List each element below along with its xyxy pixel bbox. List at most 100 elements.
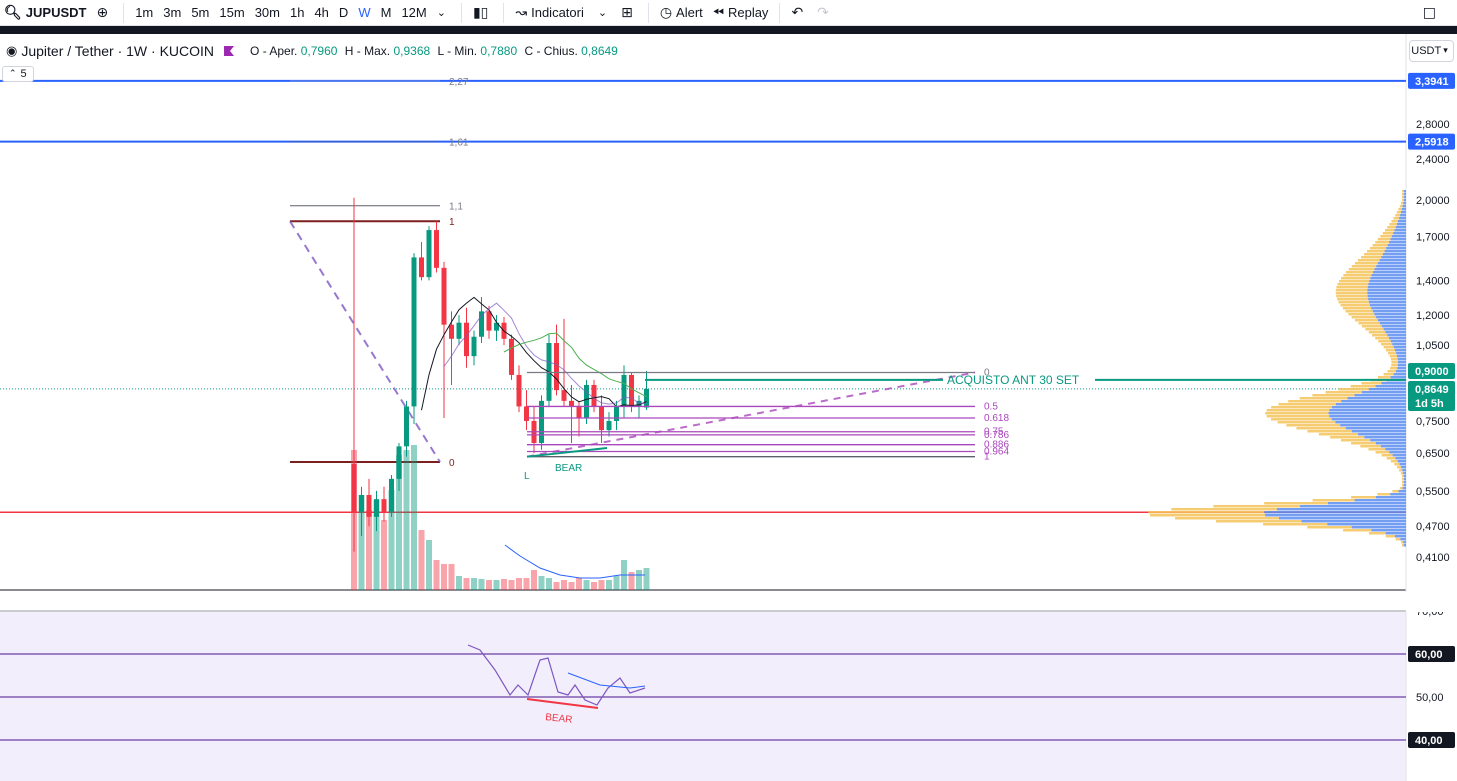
profile-bar-sell [1351, 496, 1376, 499]
candle-body [411, 257, 417, 407]
profile-bar-sell [1263, 523, 1328, 526]
profile-bar-buy [1389, 337, 1406, 340]
fullscreen-button[interactable]: □ [1418, 1, 1445, 25]
layouts-button[interactable]: ⊞ [616, 1, 642, 25]
profile-bar-buy [1403, 472, 1406, 475]
profile-bar-buy [1368, 388, 1406, 391]
fib-level-label: 0 [449, 458, 455, 469]
undo-button[interactable]: ↶ [786, 1, 812, 25]
toolbar-divider [647, 2, 649, 23]
profile-bar-sell [1361, 382, 1382, 385]
currency-selector[interactable]: USDT ▾ [1409, 40, 1454, 62]
profile-bar-sell [1358, 322, 1380, 325]
interval-4h[interactable]: 4h [314, 5, 329, 20]
profile-bar-buy [1397, 361, 1406, 364]
profile-bar-buy [1335, 403, 1406, 406]
volume-bar [523, 578, 530, 590]
fib-right-label: 1 [984, 452, 990, 463]
interval-menu-button[interactable]: ⌄ [432, 1, 455, 25]
candle-body [419, 257, 424, 278]
profile-bar-buy [1402, 487, 1406, 490]
profile-bar-sell [1395, 214, 1401, 217]
profile-bar-buy [1371, 529, 1406, 532]
fib-right-label: 0.75 [984, 427, 1004, 438]
interval-m[interactable]: M [380, 5, 392, 20]
chart-type-button[interactable]: ▮▯ [468, 1, 497, 25]
price-tag-bg [1408, 72, 1455, 89]
profile-bar-sell [1402, 196, 1404, 199]
volume-bar [448, 564, 455, 590]
profile-bar-sell [1335, 289, 1368, 292]
toolbar-divider [503, 2, 505, 23]
profile-bar-sell [1342, 307, 1372, 310]
profile-bar-buy [1329, 409, 1406, 412]
rsi-tag-bg [1408, 732, 1455, 748]
candle-body [471, 336, 477, 357]
price-tag: 3,3941 [1415, 76, 1449, 88]
profile-bar-sell [1340, 304, 1370, 307]
profile-bar-sell [1278, 403, 1336, 406]
profile-bar-buy [1390, 238, 1406, 241]
interval-1m[interactable]: 1m [135, 5, 154, 20]
profile-bar-buy [1369, 280, 1406, 283]
fib-right-label: 0.5 [984, 401, 998, 412]
profile-bar-sell [1307, 430, 1352, 433]
profile-bar-buy [1397, 355, 1406, 358]
volume-bar [358, 495, 365, 590]
legend-collapse-button[interactable]: ⌃ 5 [2, 66, 34, 82]
interval-15m[interactable]: 15m [219, 5, 245, 20]
profile-bar-sell [1312, 394, 1355, 397]
profile-bar-buy [1393, 346, 1406, 349]
interval-5m[interactable]: 5m [191, 5, 210, 20]
interval-d[interactable]: D [338, 5, 349, 20]
symbol-search-button[interactable]: 🔍︎ JUPUSDT [0, 1, 91, 25]
profile-bar-sell [1343, 529, 1372, 532]
profile-bar-sell [1307, 526, 1352, 529]
profile-bar-sell [1171, 508, 1277, 511]
profile-bar-buy [1375, 496, 1406, 499]
profile-bar-buy [1395, 226, 1406, 229]
profile-bar-sell [1381, 343, 1393, 346]
candle-body [434, 230, 439, 268]
volume-bar [396, 455, 402, 590]
profile-bar-sell [1338, 388, 1369, 391]
interval-w[interactable]: W [358, 5, 371, 20]
candle-body [516, 374, 522, 407]
profile-bar-buy [1331, 406, 1406, 409]
high-label: H - Max. [344, 44, 391, 58]
profile-bar-sell [1369, 247, 1387, 250]
candle-body [404, 406, 409, 447]
candle-body [524, 406, 529, 421]
profile-bar-buy [1393, 373, 1406, 376]
profile-bar-sell [1351, 316, 1377, 319]
volume-bar [456, 576, 462, 590]
compare-symbol-button[interactable]: ⊕ [91, 1, 117, 25]
candle-body [561, 390, 567, 401]
profile-bar-sell [1375, 451, 1390, 454]
volume-bar [576, 578, 582, 590]
indicators-button[interactable]: ↝ Indicatori ⌄ [510, 1, 616, 25]
volume-bar [433, 560, 440, 590]
interval-12m[interactable]: 12M [401, 5, 427, 20]
profile-bar-buy [1385, 448, 1406, 451]
profile-bar-buy [1380, 445, 1406, 448]
interval-3m[interactable]: 3m [163, 5, 182, 20]
profile-bar-sell [1341, 277, 1371, 280]
fib-level-label: 2,27 [449, 77, 469, 88]
price-axis-label: 1,2000 [1416, 310, 1450, 322]
profile-bar-buy [1347, 397, 1406, 400]
flag-icon[interactable] [224, 46, 235, 56]
profile-bar-sell [1365, 328, 1384, 331]
redo-button[interactable]: ↷ [812, 1, 838, 25]
profile-bar-buy [1393, 232, 1406, 235]
interval-30m[interactable]: 30m [254, 5, 280, 20]
profile-bar-buy [1351, 526, 1406, 529]
volume-bar [366, 510, 372, 590]
candle-body [591, 384, 597, 407]
alert-button[interactable]: ◷ Alert [655, 1, 708, 25]
replay-button[interactable]: ⏪︎ Replay [708, 1, 774, 25]
interval-1h[interactable]: 1h [289, 5, 305, 20]
profile-bar-buy [1379, 322, 1406, 325]
volume-bar [598, 580, 605, 590]
